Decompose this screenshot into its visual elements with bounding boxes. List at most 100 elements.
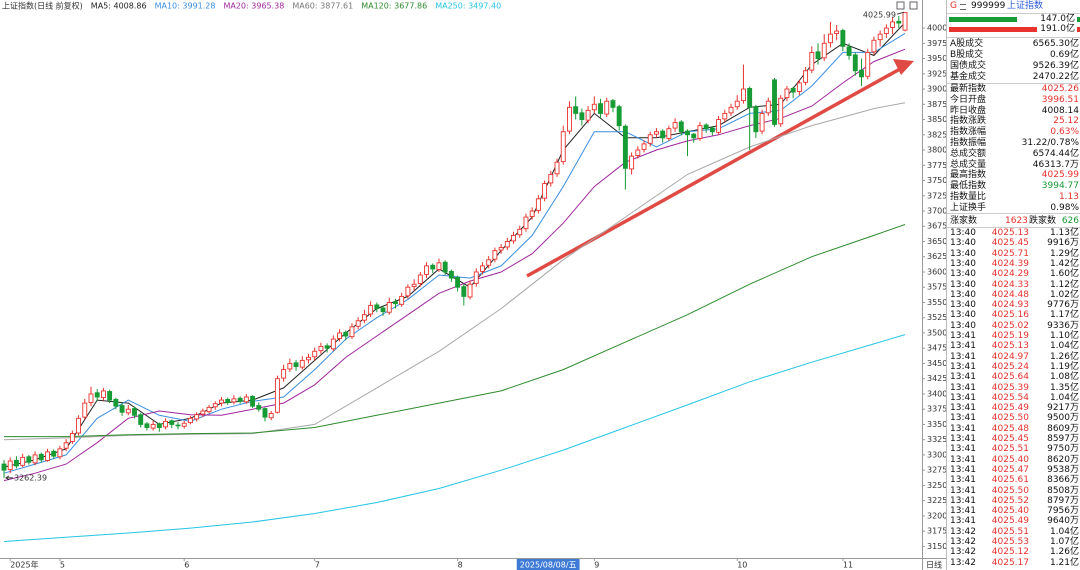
tick-time: 13:41 [950,495,976,506]
candle-body [821,42,827,59]
tick-price: 4025.13 [991,341,1029,352]
tick-price: 4024.93 [991,300,1029,311]
x-tick-label: 2025年 [10,560,38,570]
y-tick-label: 3150 [927,542,946,551]
candle [604,97,610,118]
candle [51,449,57,459]
stat-value: 9526.39亿 [1032,61,1079,71]
candle [430,263,436,274]
stat-value: 4008.14 [1041,105,1079,116]
candle-body [890,21,896,28]
candle [511,231,516,244]
tick-price: 4024.48 [991,289,1029,300]
legend-entry: MA10: 3991.28 [155,2,216,11]
candle-body [511,234,516,242]
tick-time: 13:41 [950,331,976,341]
candle-body [20,456,26,466]
candle-body [250,395,256,407]
tick-price: 4025.45 [991,434,1029,444]
candle [678,120,684,136]
stat-label: 总成交额 [950,148,987,159]
tick-price: 4024.33 [991,279,1029,290]
candle-body [26,456,32,463]
candle-body [647,134,653,144]
candle [716,115,722,135]
window-button[interactable] [896,1,905,10]
candle [635,146,641,159]
candle-body [293,362,299,367]
tick-price: 4025.13 [991,228,1029,238]
tick-volume: 7956万 [1047,506,1079,517]
candle-body [138,414,144,425]
tick-price: 4025.19 [991,331,1029,341]
tick-price: 4025.17 [991,557,1029,568]
stat-label: 指数振幅 [950,138,987,148]
candle-body [256,405,262,410]
tick-volume: 1.21亿 [1049,557,1079,568]
candle-body [591,103,597,111]
stat-label: 上证换手 [950,202,987,213]
candle-body [393,301,398,305]
candle-body [877,33,883,41]
tick-time: 13:41 [950,372,976,383]
tick-time: 13:41 [950,392,976,403]
tick-time: 13:42 [950,557,976,568]
candle-body [790,87,796,93]
candle [772,78,777,127]
candle-body [672,122,678,129]
candle [163,418,169,430]
candle [616,104,622,131]
candle [827,21,833,48]
legend-entry: MA60: 3877.61 [292,2,353,11]
candle-body [622,125,628,169]
tick-time: 13:41 [950,475,976,486]
candle [324,343,330,353]
candle [399,292,405,307]
tick-time: 13:40 [950,300,976,311]
candle [622,124,628,190]
tick-volume: 1.19亿 [1049,361,1079,372]
candle [243,393,249,404]
candle [896,15,902,29]
flow-bar [949,27,1037,32]
candle [691,132,697,143]
candle [125,404,131,416]
candle [262,407,268,422]
candle [312,347,318,361]
candle [250,395,256,408]
window-button[interactable] [909,1,918,10]
candle-body [262,408,268,418]
candle-body [150,423,156,429]
y-tick-label: 3900 [927,85,946,94]
up-label: 涨家数 [950,216,978,226]
candle-body [169,420,175,425]
candle-body [653,131,659,135]
y-tick-label: 3300 [927,450,946,459]
candle-body [144,423,150,428]
ma-line [3,334,906,542]
candle-body [467,283,473,298]
candle-body [113,398,119,407]
candle [740,64,746,104]
candle [734,95,740,110]
candle [306,353,311,364]
tick-volume: 9336万 [1047,320,1079,331]
candle [573,96,579,120]
candle [765,97,771,116]
tick-volume: 1.60亿 [1049,269,1079,280]
x-tick-label: 9 [594,561,599,570]
candle-body [803,70,809,83]
candle-body [765,100,771,114]
candle [834,25,840,41]
candle-body [69,433,75,442]
stat-label: 最高指数 [950,170,987,181]
candle-body [554,161,560,175]
candle-body [480,265,485,272]
candle-body [100,390,106,399]
candle [629,152,635,175]
tick-time: 13:40 [950,269,976,280]
candle-body [219,399,224,404]
tick-time: 13:40 [950,248,976,259]
y-tick-label: 3250 [927,481,946,490]
